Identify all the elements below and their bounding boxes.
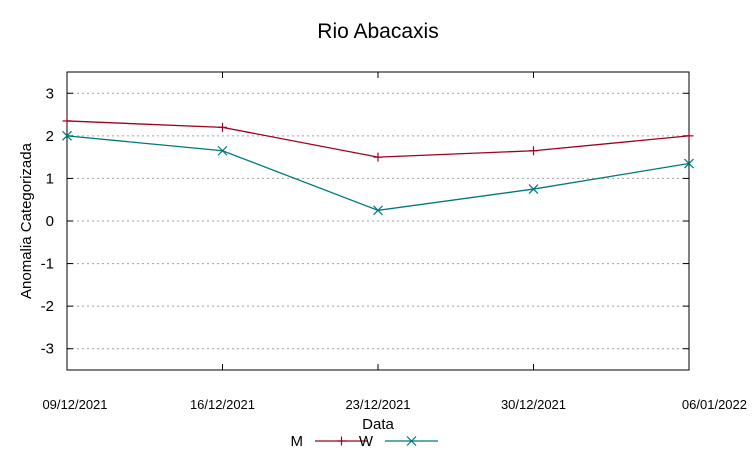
data-point-W [62, 130, 72, 141]
y-tick-label: -3 [41, 341, 54, 358]
grid-lines [67, 92, 689, 350]
data-point-W [217, 145, 228, 156]
x-axis-ticks: 09/12/2021 16/12/2021 23/12/2021 30/12/2021… [42, 72, 747, 412]
series-layer [62, 116, 694, 216]
data-point-M [218, 122, 227, 132]
x-tick-label: 16/12/2021 [190, 397, 255, 412]
legend-label: W [359, 433, 374, 450]
data-point-M [529, 146, 538, 156]
y-tick-label: 3 [46, 85, 54, 102]
data-point-W [373, 205, 383, 216]
data-point-W [684, 158, 694, 169]
x-tick-label: 30/12/2021 [501, 397, 566, 412]
series-line-W [66, 135, 690, 212]
legend-marker [337, 436, 346, 446]
y-axis-ticks: -3 -2 -1 0 1 2 3 [41, 85, 689, 358]
data-point-M [62, 116, 72, 126]
x-axis-label: Data [362, 416, 394, 433]
y-tick-label: -2 [41, 298, 54, 315]
y-tick-label: 0 [46, 213, 54, 230]
data-point-M [373, 152, 383, 162]
legend-label: M [291, 433, 304, 450]
data-point-M [684, 131, 694, 141]
y-tick-label: -1 [41, 256, 54, 273]
x-tick-label: 23/12/2021 [345, 397, 410, 412]
y-tick-label: 2 [46, 128, 54, 145]
series-line-M [66, 120, 690, 158]
x-tick-label: 06/01/2022 [682, 397, 747, 412]
x-tick-label: 09/12/2021 [42, 397, 107, 412]
y-axis-label: Anomalia Categorizada [18, 142, 35, 299]
legend-marker [406, 436, 417, 446]
data-point-W [528, 184, 539, 194]
chart-title: Rio Abacaxis [317, 20, 438, 43]
y-tick-label: 1 [46, 170, 54, 187]
